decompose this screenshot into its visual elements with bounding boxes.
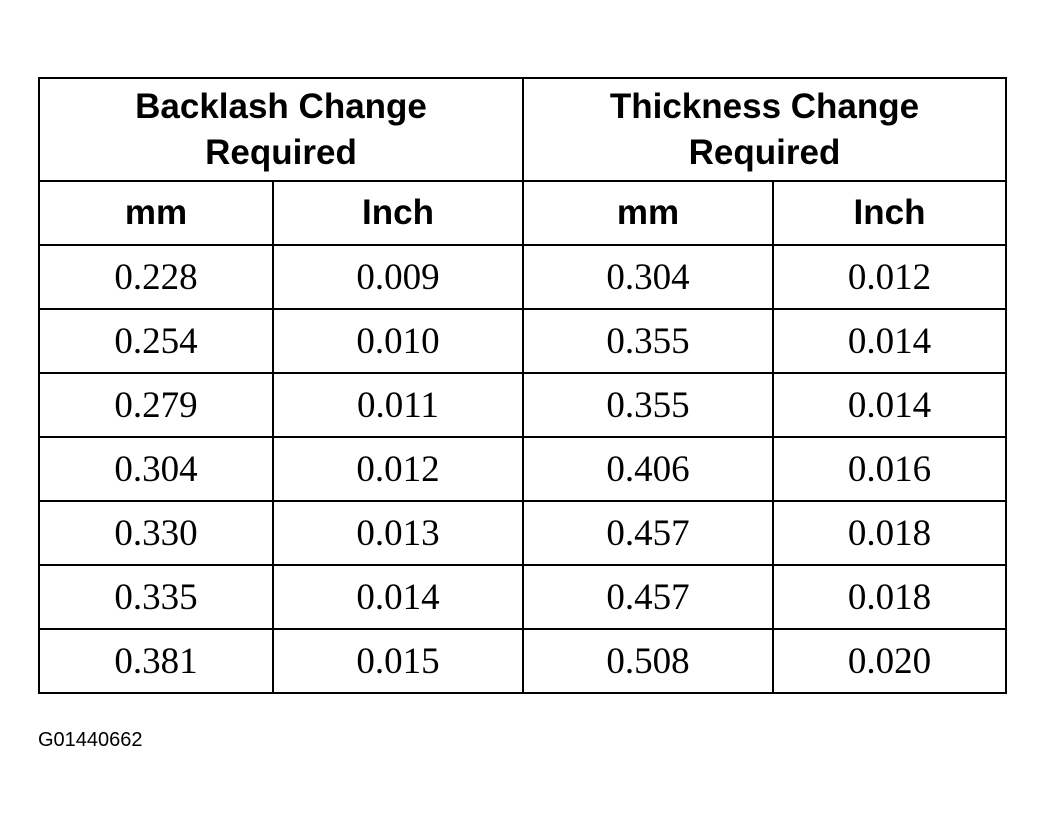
data-table: Backlash Change Required Thickness Change… (38, 77, 1007, 694)
table-cell: 0.014 (772, 308, 1007, 374)
table-cell: 0.013 (272, 500, 524, 566)
group-header: Thickness Change Required (522, 77, 1007, 182)
table-row: 0.381 0.015 0.508 0.020 (38, 628, 1007, 694)
table-cell: 0.355 (522, 308, 774, 374)
table-cell: 0.406 (522, 436, 774, 502)
table-cell: 0.012 (772, 244, 1007, 310)
table-cell: 0.012 (272, 436, 524, 502)
table-cell: 0.228 (38, 244, 274, 310)
table-cell: 0.304 (522, 244, 774, 310)
table-cell: 0.335 (38, 564, 274, 630)
table-cell: 0.011 (272, 372, 524, 438)
group-header: Backlash Change Required (38, 77, 524, 182)
table-cell: 0.010 (272, 308, 524, 374)
table-cell: 0.014 (272, 564, 524, 630)
table-cell: 0.279 (38, 372, 274, 438)
table-cell: 0.355 (522, 372, 774, 438)
table-cell: 0.020 (772, 628, 1007, 694)
table-cell: 0.457 (522, 564, 774, 630)
table-cell: 0.014 (772, 372, 1007, 438)
table-row: mm Inch mm Inch (38, 180, 1007, 246)
column-header: mm (522, 180, 774, 246)
table-cell: 0.508 (522, 628, 774, 694)
table-cell: 0.015 (272, 628, 524, 694)
table-cell: 0.254 (38, 308, 274, 374)
table-cell: 0.018 (772, 500, 1007, 566)
table-cell: 0.304 (38, 436, 274, 502)
column-header: Inch (772, 180, 1007, 246)
table-row: 0.279 0.011 0.355 0.014 (38, 372, 1007, 438)
table-cell: 0.016 (772, 436, 1007, 502)
table-row: 0.228 0.009 0.304 0.012 (38, 244, 1007, 310)
table-cell: 0.457 (522, 500, 774, 566)
table-cell: 0.009 (272, 244, 524, 310)
table-cell: 0.330 (38, 500, 274, 566)
table-row: 0.335 0.014 0.457 0.018 (38, 564, 1007, 630)
figure-id: G01440662 (38, 729, 143, 751)
table-row: 0.330 0.013 0.457 0.018 (38, 500, 1007, 566)
table-row: 0.304 0.012 0.406 0.016 (38, 436, 1007, 502)
table-row: Backlash Change Required Thickness Change… (38, 77, 1007, 182)
table-cell: 0.018 (772, 564, 1007, 630)
table-cell: 0.381 (38, 628, 274, 694)
column-header: Inch (272, 180, 524, 246)
table-row: 0.254 0.010 0.355 0.014 (38, 308, 1007, 374)
column-header: mm (38, 180, 274, 246)
